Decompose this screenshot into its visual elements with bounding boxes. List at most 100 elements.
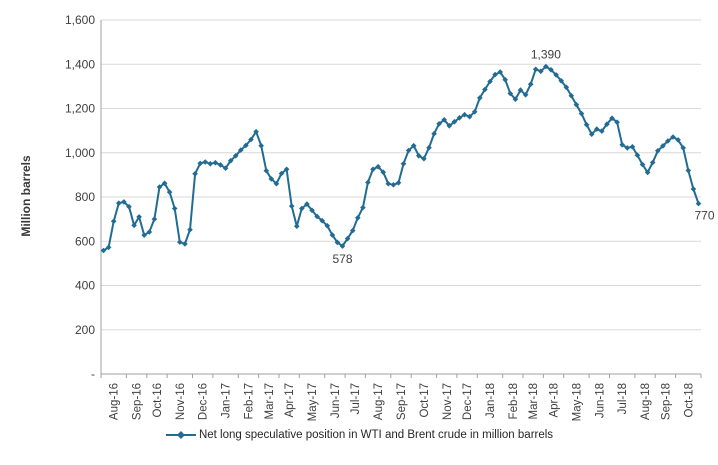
- data-point-marker: [182, 241, 188, 247]
- y-tick-label: 800: [75, 190, 95, 204]
- data-point-marker: [588, 131, 595, 137]
- data-point-marker: [227, 157, 234, 164]
- data-point-marker: [166, 189, 173, 195]
- x-tick-label: Aug-16: [109, 383, 121, 420]
- data-point-marker: [583, 121, 590, 128]
- x-tick-label: May-17: [307, 383, 319, 421]
- data-point-marker: [497, 69, 503, 75]
- data-point-marker: [446, 123, 453, 129]
- data-point-marker: [604, 121, 610, 127]
- data-point-marker: [502, 76, 508, 83]
- data-point-marker: [390, 182, 397, 188]
- x-tick-label: Sep-18: [660, 383, 672, 420]
- series-line: [102, 65, 700, 252]
- data-point-marker: [487, 78, 493, 85]
- data-point-marker: [456, 115, 463, 121]
- annotation-770: 770: [694, 209, 714, 223]
- data-point-marker: [538, 68, 544, 75]
- data-point-marker: [304, 201, 310, 207]
- data-point-marker: [629, 144, 636, 150]
- data-point-marker: [421, 155, 427, 162]
- data-point-marker: [558, 78, 564, 84]
- data-point-marker: [243, 142, 249, 149]
- data-point-marker: [121, 199, 127, 205]
- data-point-marker: [614, 119, 620, 125]
- data-point-marker: [400, 161, 407, 167]
- data-point-marker: [451, 119, 458, 125]
- data-point-marker: [675, 137, 681, 143]
- data-point-marker: [110, 218, 117, 225]
- data-point-marker: [273, 180, 280, 187]
- data-point-marker: [116, 200, 122, 206]
- legend: Net long speculative position in WTI and…: [165, 429, 553, 441]
- data-point-marker: [385, 180, 392, 187]
- data-point-marker: [192, 171, 198, 177]
- data-point-marker: [187, 226, 193, 233]
- x-tick-label: Sep-17: [396, 383, 408, 420]
- y-tick-label: -: [91, 367, 95, 381]
- data-point-marker: [599, 128, 605, 134]
- data-point-marker: [222, 165, 229, 171]
- x-tick-label: Feb-18: [508, 383, 520, 419]
- data-point-marker: [660, 143, 666, 149]
- data-point-marker: [207, 161, 214, 167]
- data-point-marker: [161, 180, 168, 187]
- data-point-marker: [517, 87, 524, 93]
- data-point-marker: [217, 162, 224, 168]
- x-tick-label: Nov-17: [442, 383, 454, 420]
- data-point-marker: [263, 167, 270, 174]
- data-point-marker: [253, 128, 259, 135]
- data-point-marker: [156, 184, 163, 190]
- data-point-marker: [309, 207, 315, 214]
- data-point-marker: [416, 153, 422, 159]
- y-tick-label: 400: [75, 279, 95, 293]
- x-tick-label: Jun-17: [330, 383, 342, 418]
- data-point-marker: [532, 66, 539, 73]
- data-point-marker: [299, 205, 305, 212]
- x-tick-label: Nov-16: [175, 383, 187, 420]
- data-point-marker: [268, 176, 275, 182]
- annotation-578: 578: [332, 252, 352, 266]
- x-tick-label: May-18: [571, 383, 583, 421]
- x-tick-label: Oct-18: [683, 383, 695, 418]
- data-point-marker: [665, 138, 671, 144]
- y-tick-label: 200: [75, 323, 95, 337]
- x-tick-label: Dec-17: [462, 383, 474, 420]
- y-tick-label: 1,600: [65, 13, 95, 27]
- data-point-marker: [578, 110, 585, 117]
- legend-diamond-icon: [176, 431, 185, 439]
- data-point-marker: [492, 71, 498, 78]
- data-point-marker: [624, 145, 631, 151]
- data-point-marker: [594, 126, 600, 132]
- data-point-marker: [548, 67, 554, 73]
- data-point-marker: [568, 92, 575, 99]
- y-tick-label: 1,000: [65, 146, 95, 160]
- data-point-marker: [410, 142, 417, 149]
- data-point-marker: [670, 134, 676, 140]
- data-point-marker: [212, 159, 219, 166]
- data-point-marker: [507, 90, 514, 97]
- x-tick-label: Oct-17: [419, 383, 431, 418]
- data-points: [100, 63, 702, 254]
- data-point-marker: [314, 213, 320, 220]
- data-point-marker: [278, 170, 285, 177]
- x-tick-label: Oct-16: [152, 383, 164, 418]
- data-point-marker: [461, 111, 468, 118]
- data-point-marker: [619, 142, 625, 148]
- data-point-marker: [380, 169, 386, 175]
- x-tick-label: Aug-17: [373, 383, 385, 420]
- legend-line-marker-icon: [165, 431, 196, 439]
- data-point-marker: [339, 243, 346, 249]
- data-point-marker: [395, 180, 402, 186]
- data-point-marker: [431, 130, 437, 137]
- data-point-marker: [685, 167, 692, 174]
- y-tick-label: 600: [75, 234, 95, 248]
- data-point-marker: [563, 84, 570, 91]
- data-point-marker: [426, 144, 432, 151]
- data-point-marker: [141, 232, 147, 238]
- data-point-marker: [365, 179, 371, 186]
- data-point-marker: [197, 160, 203, 167]
- data-point-marker: [329, 232, 336, 238]
